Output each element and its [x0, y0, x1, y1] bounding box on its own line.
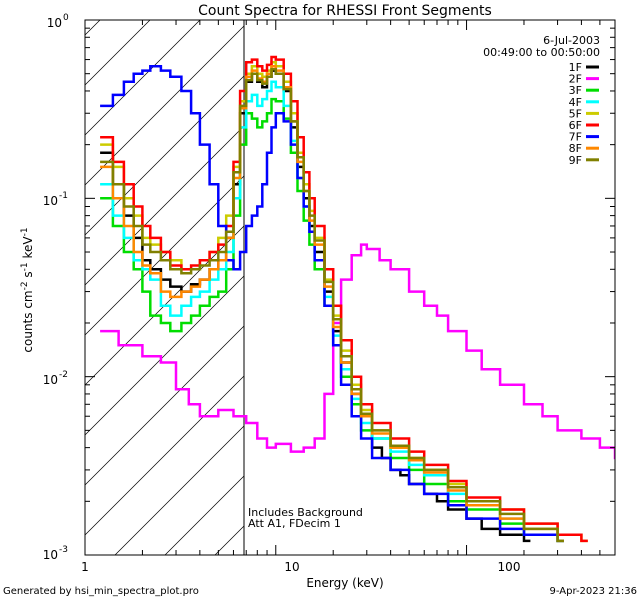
- hatch-line: [114, 425, 244, 555]
- hatch-line: [615, 0, 640, 555]
- hatch-line: [85, 75, 244, 236]
- y-axis-label-exp2: -1: [20, 262, 30, 271]
- x-tick-label-0: 1: [81, 560, 89, 574]
- footer-timestamp: 9-Apr-2023 21:36: [550, 586, 637, 597]
- hatch-line: [85, 325, 244, 486]
- hatch-line: [465, 0, 640, 555]
- x-axis-label: Energy (keV): [306, 576, 383, 590]
- hatch-line: [85, 175, 244, 336]
- legend-label-7f: 7F: [569, 131, 582, 144]
- y-tick-label-1: 10 -1: [43, 191, 68, 208]
- legend-label-2f: 2F: [569, 73, 582, 86]
- hatch-line: [365, 0, 640, 555]
- y-tick-label-3: 10 -3: [43, 545, 68, 562]
- y-axis-label-base: counts cm: [21, 290, 35, 352]
- y-tick-base-3: 10: [43, 548, 58, 562]
- y-axis-label-mid1: s: [21, 271, 35, 281]
- y-tick-exp-3: -3: [59, 545, 68, 555]
- series-5f-line: [100, 60, 588, 543]
- y-tick-exp-0: 0: [63, 13, 69, 23]
- legend-label-3f: 3F: [569, 84, 582, 97]
- y-axis-label-exp1: -2: [20, 281, 30, 290]
- observation-date: 6-Jul-2003: [543, 34, 600, 47]
- plot-frame: [84, 19, 616, 556]
- footer-generated-by: Generated by hsi_min_spectra_plot.pro: [3, 586, 199, 597]
- y-tick-label-0: 10 0: [47, 13, 69, 30]
- hatch-line: [315, 0, 640, 555]
- time-range: 00:49:00 to 00:50:00: [483, 46, 600, 59]
- y-tick-label-2: 10 -2: [43, 370, 68, 387]
- series-group: [100, 55, 615, 543]
- y-tick-exp-1: -1: [59, 191, 68, 201]
- series-2f-line: [100, 243, 615, 460]
- hatch-line: [85, 125, 244, 286]
- series-9f-line: [100, 67, 564, 543]
- y-tick-exp-2: -2: [59, 370, 68, 380]
- series-7f-line: [100, 65, 564, 543]
- legend-label-6f: 6F: [569, 119, 582, 132]
- legend-label-4f: 4F: [569, 96, 582, 109]
- hatch-line: [85, 275, 244, 436]
- legend-label-8f: 8F: [569, 142, 582, 155]
- legend-label-1f: 1F: [569, 61, 582, 74]
- series-3f-line: [100, 97, 564, 543]
- series-6f-line: [100, 55, 588, 543]
- series-4f-line: [100, 80, 564, 543]
- x-tick-label-2: 100: [498, 560, 521, 574]
- hatch-line: [85, 375, 244, 536]
- legend-label-9f: 9F: [569, 154, 582, 167]
- y-tick-base-1: 10: [43, 194, 58, 208]
- y-tick-base-0: 10: [47, 16, 62, 30]
- annotation-background: Includes Background: [248, 506, 363, 519]
- series-8f-line: [100, 65, 564, 543]
- legend-label-5f: 5F: [569, 107, 582, 120]
- y-axis-label-mid2: keV: [21, 236, 35, 263]
- annotation-attenuator: Att A1, FDecim 1: [248, 517, 341, 530]
- axis-ticks: [84, 19, 616, 556]
- hatched-region: [85, 0, 640, 555]
- chart-title: Count Spectra for RHESSI Front Segments: [198, 3, 492, 19]
- y-axis-label-exp3: -1: [20, 227, 30, 236]
- y-axis-label: counts cm-2 s-1 keV-1: [20, 227, 35, 352]
- y-tick-base-2: 10: [43, 373, 58, 387]
- x-tick-label-1: 10: [284, 560, 299, 574]
- hatch-line: [265, 0, 640, 555]
